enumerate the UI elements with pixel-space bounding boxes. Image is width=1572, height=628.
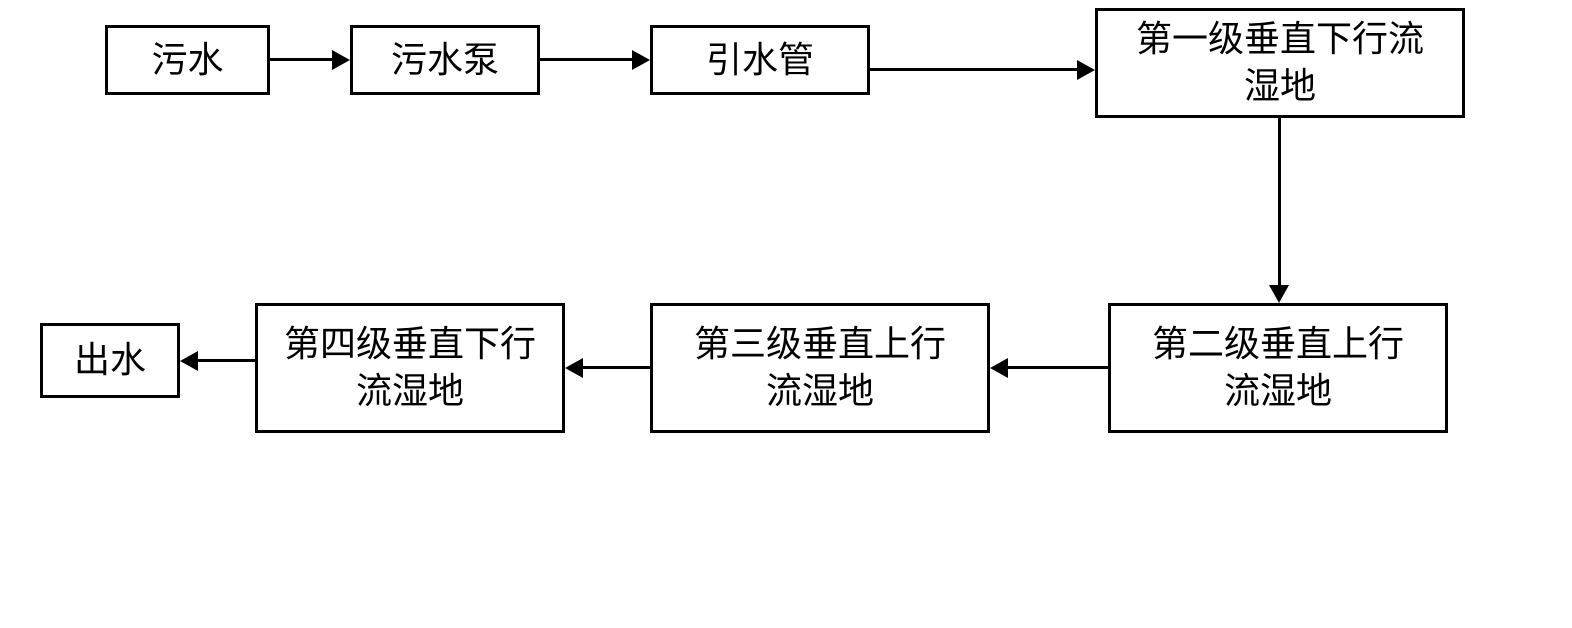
node-sewage-pump: 污水泵 bbox=[350, 25, 540, 95]
node-inlet-pipe: 引水管 bbox=[650, 25, 870, 95]
node-label: 第三级垂直上行 流湿地 bbox=[694, 321, 946, 415]
node-sewage: 污水 bbox=[105, 25, 270, 95]
node-stage4-wetland: 第四级垂直下行 流湿地 bbox=[255, 303, 565, 433]
arrow-line bbox=[870, 68, 1079, 71]
arrow-head-right-icon bbox=[1077, 60, 1095, 80]
node-stage2-wetland: 第二级垂直上行 流湿地 bbox=[1108, 303, 1448, 433]
arrow-head-right-icon bbox=[332, 50, 350, 70]
arrow-line bbox=[583, 366, 650, 369]
node-label: 第一级垂直下行流 湿地 bbox=[1136, 16, 1424, 110]
arrow-line bbox=[540, 58, 634, 61]
arrow-head-right-icon bbox=[632, 50, 650, 70]
node-label: 污水 bbox=[151, 37, 223, 84]
node-label: 第四级垂直下行 流湿地 bbox=[284, 321, 536, 415]
arrow-line bbox=[270, 58, 334, 61]
node-stage1-wetland: 第一级垂直下行流 湿地 bbox=[1095, 8, 1465, 118]
arrow-head-left-icon bbox=[990, 358, 1008, 378]
node-label: 引水管 bbox=[706, 37, 814, 84]
node-label: 污水泵 bbox=[391, 37, 499, 84]
node-label: 第二级垂直上行 流湿地 bbox=[1152, 321, 1404, 415]
node-outlet: 出水 bbox=[40, 323, 180, 398]
node-label: 出水 bbox=[74, 337, 146, 384]
arrow-line bbox=[1278, 118, 1281, 287]
arrow-head-left-icon bbox=[180, 351, 198, 371]
node-stage3-wetland: 第三级垂直上行 流湿地 bbox=[650, 303, 990, 433]
arrow-line bbox=[1008, 366, 1108, 369]
arrow-head-down-icon bbox=[1269, 285, 1289, 303]
arrow-line bbox=[198, 359, 255, 362]
arrow-head-left-icon bbox=[565, 358, 583, 378]
